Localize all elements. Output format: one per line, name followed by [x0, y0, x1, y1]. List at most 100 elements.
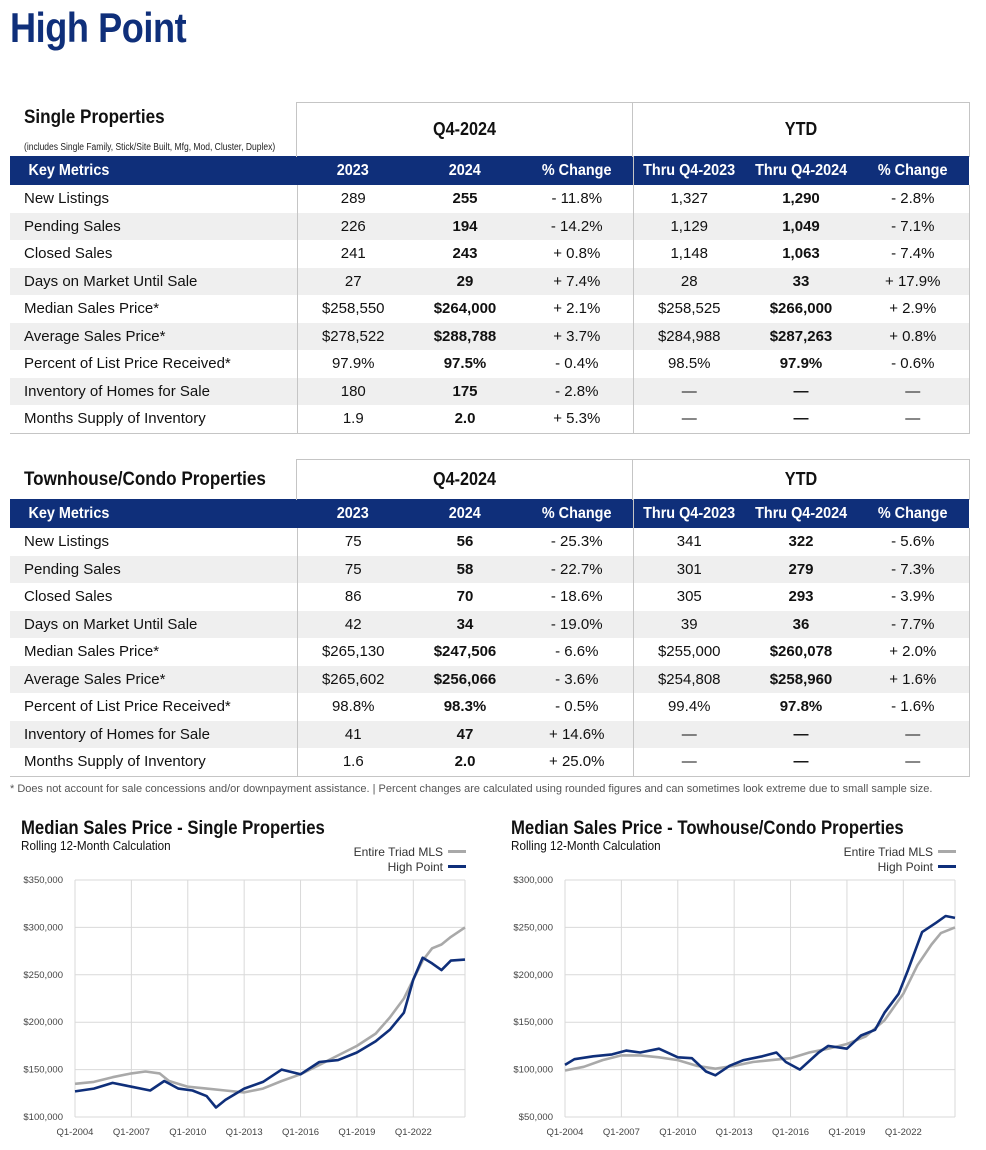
metric-value: + 1.6% — [857, 665, 970, 693]
y-tick-label: $200,000 — [513, 970, 553, 981]
townhouse-properties-section: Townhouse/Condo Properties Q4-2024 YTD K… — [10, 459, 970, 777]
y-tick-label: $350,000 — [23, 875, 63, 886]
metric-value: 42 — [297, 610, 409, 638]
metric-value: - 14.2% — [521, 212, 633, 240]
metric-value: 301 — [632, 555, 745, 583]
metric-value: - 0.6% — [857, 350, 970, 378]
metric-value: $258,960 — [745, 665, 857, 693]
metric-value: 98.3% — [443, 698, 487, 716]
metric-value: 289 — [340, 190, 366, 208]
legend-entry-triad: Entire Triad MLS — [790, 844, 956, 859]
metric-value: + 2.9% — [857, 295, 970, 323]
metric-label: Pending Sales — [10, 212, 298, 240]
table-row: New Listings 289 255 - 11.8% 1,327 1,290 - 2.8… — [10, 185, 970, 213]
metric-value: - 19.0% — [521, 610, 633, 638]
table-row: Median Sales Price* $258,550 $264,000 + 2.1… — [10, 295, 970, 323]
x-tick-label: Q1-2019 — [828, 1127, 865, 1138]
metric-value: 70 — [456, 588, 474, 606]
metric-label: Inventory of Homes for Sale — [10, 720, 298, 748]
metric-value: $258,550 — [321, 300, 385, 318]
metric-value: - 1.6% — [857, 693, 970, 721]
metric-value: 1,049 — [745, 212, 857, 240]
table-row: Percent of List Price Received* 97.9% 97.5… — [10, 350, 970, 378]
metric-label: Median Sales Price* — [10, 295, 298, 323]
metric-value: + 25.0% — [521, 748, 633, 777]
metric-value: - 7.7% — [857, 610, 970, 638]
table-row: Median Sales Price* $265,130 $247,506 - 6.6… — [10, 638, 970, 666]
x-tick-label: Q1-2007 — [113, 1127, 150, 1138]
metric-label: Average Sales Price* — [10, 322, 298, 350]
single-section-title: Single Properties — [24, 107, 165, 128]
metric-value: + 5.3% — [521, 405, 633, 434]
table-row: Pending Sales 226 194- 14.2% 1,129 1,049- 7.… — [10, 212, 970, 240]
metric-label: Average Sales Price* — [10, 665, 298, 693]
x-tick-label: Q1-2010 — [169, 1127, 206, 1138]
x-tick-label: Q1-2016 — [772, 1127, 809, 1138]
col-pct-change-q: % Change — [521, 499, 633, 528]
metric-value: $287,263 — [745, 322, 857, 350]
col-thru-2024: Thru Q4-2024 — [745, 499, 857, 528]
metric-value: - 5.6% — [857, 528, 970, 556]
metric-label: Percent of List Price Received* — [10, 693, 298, 721]
table-row: Months Supply of Inventory 1.9 2.0 + 5.3% — —… — [10, 405, 970, 434]
metric-value: 98.5% — [632, 350, 745, 378]
metric-value: - 3.6% — [521, 665, 633, 693]
metric-value: 1,290 — [782, 190, 820, 208]
chart-townhouse-subtitle: Rolling 12-Month Calculation — [511, 838, 661, 853]
x-tick-label: Q1-2022 — [885, 1127, 922, 1138]
metric-value: 241 — [340, 245, 366, 263]
metric-value: - 2.8% — [857, 185, 970, 213]
y-tick-label: $250,000 — [513, 922, 553, 933]
legend-entry-highpoint: High Point — [300, 859, 466, 874]
metric-value: 41 — [297, 720, 409, 748]
metric-value: 1,148 — [632, 240, 745, 268]
metric-value: - 22.7% — [521, 555, 633, 583]
chart-townhouse-median-price: $300,000 $250,000 $200,000 $150,000 $100,000… — [513, 875, 956, 1138]
metric-value: 2.0 — [409, 405, 521, 434]
metric-value: $278,522 — [297, 322, 409, 350]
single-ytd-label: YTD — [784, 119, 818, 139]
metric-label: Days on Market Until Sale — [10, 267, 298, 295]
table-row: Months Supply of Inventory 1.6 2.0 + 25.0% —… — [10, 748, 970, 777]
metric-value: $258,525 — [632, 295, 745, 323]
single-q-group: Q4-2024 — [296, 102, 633, 157]
metric-value: $266,000 — [769, 300, 833, 318]
single-section-subtitle: (includes Single Family, Stick/Site Buil… — [24, 142, 276, 153]
col-thru-2023: Thru Q4-2023 — [632, 156, 745, 185]
metric-value: - 7.1% — [857, 212, 970, 240]
metric-value: 98.8% — [331, 698, 375, 716]
col-2024: 2024 — [409, 499, 521, 528]
metric-value: — — [632, 748, 745, 777]
metric-value: - 25.3% — [550, 533, 603, 551]
col-key-metrics: Key Metrics — [10, 156, 297, 185]
table-row: Average Sales Price* $265,602 $256,066- 3.… — [10, 665, 970, 693]
metric-value: 97.8% — [779, 698, 823, 716]
x-tick-label: Q1-2013 — [226, 1127, 263, 1138]
x-tick-label: Q1-2010 — [659, 1127, 696, 1138]
x-tick-label: Q1-2004 — [547, 1127, 584, 1138]
metric-label: New Listings — [10, 528, 298, 556]
townhouse-group-header: Townhouse/Condo Properties Q4-2024 YTD — [10, 459, 970, 500]
metric-value: 1,063 — [782, 245, 820, 263]
col-2024: 2024 — [409, 156, 521, 185]
metric-value: 341 — [632, 528, 745, 556]
metric-value: 56 — [456, 533, 474, 551]
chart-single-subtitle: Rolling 12-Month Calculation — [21, 838, 171, 853]
single-ytd-group: YTD — [632, 102, 970, 157]
metric-value: $284,988 — [632, 322, 745, 350]
col-pct-change-ytd: % Change — [857, 156, 969, 185]
y-tick-label: $50,000 — [519, 1112, 553, 1123]
y-tick-label: $100,000 — [513, 1065, 553, 1076]
metric-value: 47 — [409, 720, 521, 748]
col-thru-2023: Thru Q4-2023 — [632, 499, 745, 528]
metric-value: 180 — [297, 377, 409, 405]
x-tick-label: Q1-2022 — [395, 1127, 432, 1138]
table-row: New Listings 75 56 - 25.3% 341 322 - 5.6% — [10, 528, 970, 556]
table-row: Closed Sales 241 243 + 0.8% 1,148 1,063 - 7.4% — [10, 240, 970, 268]
y-tick-label: $150,000 — [23, 1065, 63, 1076]
metric-label: Days on Market Until Sale — [10, 610, 298, 638]
metric-value: - 3.9% — [857, 583, 970, 611]
metric-value: $254,808 — [632, 665, 745, 693]
metric-value: 1,129 — [632, 212, 745, 240]
metric-value: - 0.4% — [555, 355, 599, 373]
